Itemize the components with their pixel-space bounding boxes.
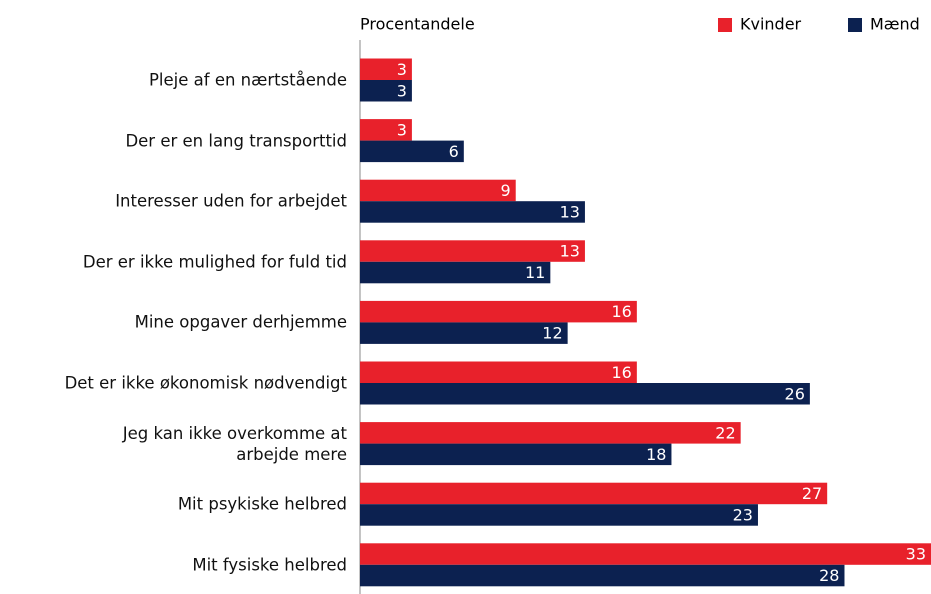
bar: [360, 261, 551, 284]
category-label: Mine opgaver derhjemme: [134, 312, 347, 332]
legend-label: Mænd: [870, 15, 920, 34]
value-label: 13: [560, 202, 580, 221]
value-label: 16: [611, 363, 631, 382]
value-label: 3: [397, 60, 407, 79]
value-label: 22: [715, 423, 735, 442]
bar: [360, 443, 672, 466]
value-label: 11: [525, 263, 545, 282]
bar: [360, 179, 516, 202]
bar: [360, 80, 412, 102]
value-label: 23: [733, 505, 753, 524]
value-label: 26: [785, 384, 805, 403]
category-label: Pleje af en nærtstående: [148, 70, 347, 90]
value-label: 28: [819, 566, 839, 585]
value-label: 6: [449, 142, 459, 161]
bar: [360, 201, 585, 223]
bar: [360, 58, 412, 80]
value-label: 9: [501, 181, 511, 200]
bar: [360, 300, 637, 323]
legend-swatch: [848, 18, 862, 32]
value-label: 27: [802, 484, 822, 503]
legend-label: Kvinder: [740, 15, 802, 34]
category-label: Der er ikke mulighed for fuld tid: [82, 252, 347, 272]
value-label: 12: [542, 324, 562, 343]
bar: [360, 482, 828, 505]
chart-title: Procentandele: [360, 15, 475, 34]
bar: [360, 504, 758, 526]
value-label: 13: [560, 242, 580, 261]
bar: [360, 383, 810, 405]
category-label: Jeg kan ikke overkomme at arbejde mere: [122, 423, 347, 464]
bar: [360, 361, 637, 383]
value-label: 18: [646, 445, 666, 464]
bar: [360, 422, 741, 444]
bar: [360, 543, 931, 565]
value-label: 33: [906, 545, 926, 564]
category-label: Det er ikke økonomisk nødvendigt: [64, 373, 347, 393]
category-label: Interesser uden for arbejdet: [115, 191, 347, 211]
legend-swatch: [718, 18, 732, 32]
category-label: Der er en lang transporttid: [125, 131, 347, 151]
bar: [360, 322, 568, 344]
value-label: 3: [397, 81, 407, 100]
value-label: 16: [611, 302, 631, 321]
bar: [360, 240, 585, 262]
value-label: 3: [397, 120, 407, 139]
category-label: Mit psykiske helbred: [177, 494, 347, 514]
bar: [360, 564, 845, 587]
category-label: Mit fysiske helbred: [192, 555, 347, 575]
bar: [360, 140, 464, 163]
bar: [360, 119, 412, 141]
